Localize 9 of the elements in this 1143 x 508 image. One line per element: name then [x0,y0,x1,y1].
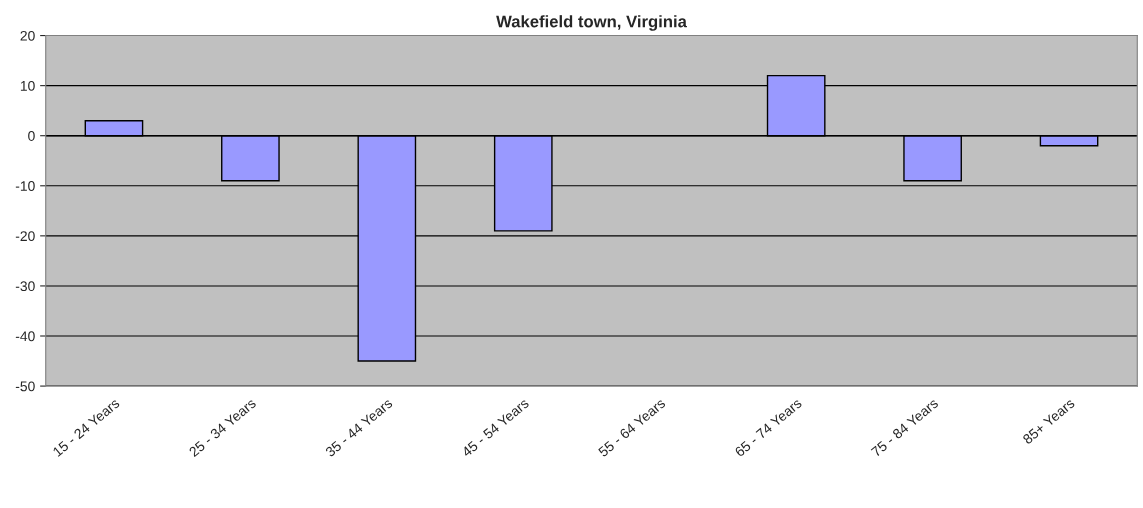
y-tick-label: 10 [20,80,35,91]
chart-title: Wakefield town, Virginia [496,15,687,31]
y-tick-label: 20 [20,30,35,41]
y-tick-label: -40 [15,331,35,342]
y-tick-label: 0 [28,131,35,141]
y-tick-label: -50 [15,381,35,392]
y-tick-label: -20 [15,231,35,242]
y-tick-label: -30 [15,281,35,292]
y-tick-label: -10 [15,181,35,191]
